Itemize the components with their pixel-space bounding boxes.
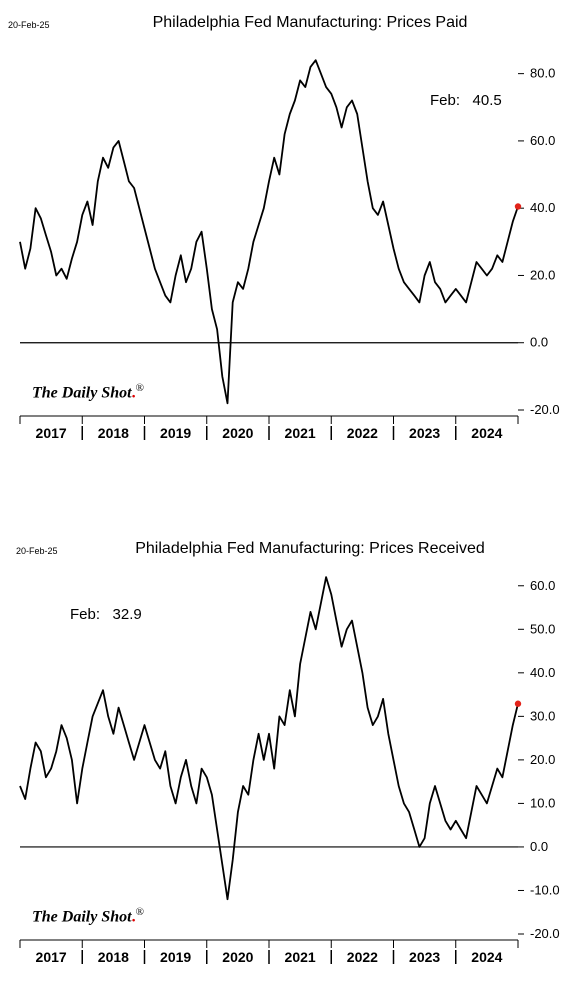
svg-text:30.0: 30.0 <box>530 708 555 723</box>
svg-text:0.0: 0.0 <box>530 839 548 854</box>
svg-text:40.0: 40.0 <box>530 665 555 680</box>
svg-text:-20.0: -20.0 <box>530 402 560 417</box>
callout-label: Feb: <box>430 92 460 109</box>
svg-text:2020: 2020 <box>222 425 253 441</box>
svg-text:2023: 2023 <box>409 949 440 965</box>
svg-text:2020: 2020 <box>222 949 253 965</box>
svg-text:2021: 2021 <box>285 425 316 441</box>
svg-text:2023: 2023 <box>409 425 440 441</box>
watermark: The Daily Shot.® <box>32 906 144 926</box>
svg-text:2022: 2022 <box>347 949 378 965</box>
svg-text:50.0: 50.0 <box>530 621 555 636</box>
date-stamp: 20-Feb-25 <box>16 546 58 556</box>
chart-title: Philadelphia Fed Manufacturing: Prices P… <box>110 14 510 32</box>
svg-text:2021: 2021 <box>285 949 316 965</box>
svg-text:20.0: 20.0 <box>530 752 555 767</box>
watermark-text: The Daily Shot <box>32 908 132 925</box>
svg-text:2024: 2024 <box>471 425 502 441</box>
svg-text:2018: 2018 <box>98 949 129 965</box>
latest-value-callout: Feb: 40.5 <box>430 92 502 109</box>
chart-prices-paid: 20-Feb-25 Philadelphia Fed Manufacturing… <box>0 0 564 470</box>
svg-text:2022: 2022 <box>347 425 378 441</box>
watermark-text: The Daily Shot <box>32 384 132 401</box>
svg-text:2019: 2019 <box>160 425 191 441</box>
callout-value: 40.5 <box>473 92 502 109</box>
svg-text:2017: 2017 <box>36 949 67 965</box>
svg-text:2018: 2018 <box>98 425 129 441</box>
svg-text:10.0: 10.0 <box>530 795 555 810</box>
latest-value-callout: Feb: 32.9 <box>70 606 142 623</box>
svg-text:-10.0: -10.0 <box>530 882 560 897</box>
svg-text:40.0: 40.0 <box>530 200 555 215</box>
watermark: The Daily Shot.® <box>32 382 144 402</box>
date-stamp: 20-Feb-25 <box>8 20 50 30</box>
chart-title: Philadelphia Fed Manufacturing: Prices R… <box>110 540 510 558</box>
svg-text:20.0: 20.0 <box>530 267 555 282</box>
svg-text:80.0: 80.0 <box>530 66 555 81</box>
svg-text:-20.0: -20.0 <box>530 926 560 941</box>
svg-text:0.0: 0.0 <box>530 335 548 350</box>
callout-label: Feb: <box>70 606 100 623</box>
chart-prices-received: 20-Feb-25 Philadelphia Fed Manufacturing… <box>0 516 564 991</box>
svg-text:2019: 2019 <box>160 949 191 965</box>
svg-text:60.0: 60.0 <box>530 578 555 593</box>
svg-text:2024: 2024 <box>471 949 502 965</box>
callout-value: 32.9 <box>113 606 142 623</box>
svg-text:2017: 2017 <box>36 425 67 441</box>
svg-text:60.0: 60.0 <box>530 133 555 148</box>
